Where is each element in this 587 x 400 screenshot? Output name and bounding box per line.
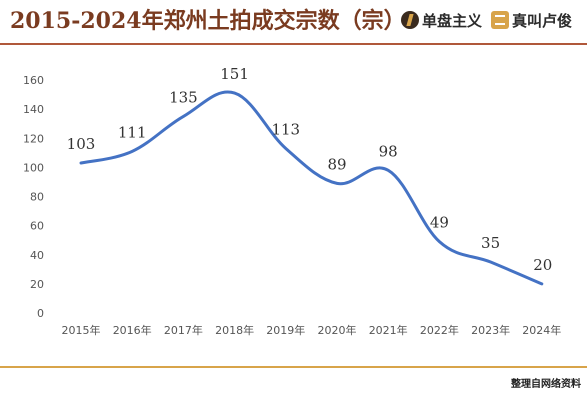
brand-zhenjiaolujun: 真叫卢俊 (491, 10, 572, 32)
x-tick-label-0: 2015年 (62, 323, 101, 337)
y-tick-label-0: 0 (37, 307, 44, 320)
data-labels: 103 111 135 151 113 89 98 49 35 20 (67, 65, 553, 274)
header-divider (0, 43, 587, 45)
y-tick-label-60: 60 (30, 220, 44, 233)
y-tick-label-80: 80 (30, 191, 44, 204)
y-tick-label-100: 100 (23, 161, 44, 174)
x-tick-label-1: 2016年 (113, 323, 152, 337)
data-label-6: 98 (379, 142, 398, 160)
y-tick-label-20: 20 (30, 278, 44, 291)
series-line (79, 90, 544, 286)
x-tick-label-3: 2018年 (215, 323, 254, 337)
data-label-2: 135 (169, 88, 198, 106)
brand-right-label: 真叫卢俊 (512, 12, 573, 30)
x-tick-label-7: 2022年 (420, 323, 459, 337)
data-label-8: 35 (481, 234, 500, 252)
brand-left-label: 单盘主义 (422, 12, 483, 30)
y-tick-label-40: 40 (30, 249, 44, 262)
x-tick-label-5: 2020年 (318, 323, 357, 337)
data-label-7: 49 (430, 214, 449, 232)
x-tick-label-2: 2017年 (164, 323, 203, 337)
y-axis: 0 20 40 60 80 100 120 140 160 (23, 74, 44, 320)
chart-title: 2015-2024年郑州土拍成交宗数（宗） (10, 8, 406, 34)
data-label-3: 151 (220, 65, 249, 83)
y-tick-label-140: 140 (23, 103, 44, 116)
y-tick-label-120: 120 (23, 132, 44, 145)
data-label-5: 89 (327, 155, 346, 173)
x-tick-label-8: 2023年 (471, 323, 510, 337)
data-label-1: 111 (118, 123, 147, 141)
x-tick-label-9: 2024年 (522, 323, 561, 337)
data-label-4: 113 (271, 120, 300, 138)
data-label-0: 103 (67, 135, 96, 153)
x-tick-label-4: 2019年 (266, 323, 305, 337)
source-note: 整理自网络资料 (511, 379, 581, 390)
x-tick-label-6: 2021年 (369, 323, 408, 337)
data-label-9: 20 (533, 256, 552, 274)
brand-danpanzhuyi: 单盘主义 (401, 10, 482, 32)
x-axis: 2015年 2016年 2017年 2018年 2019年 2020年 2021年 2022年… (62, 323, 562, 337)
footer-divider (0, 366, 587, 368)
y-tick-label-160: 160 (23, 74, 44, 87)
zhenjiao-logo-icon (491, 11, 509, 29)
danpan-logo-icon (401, 11, 419, 29)
